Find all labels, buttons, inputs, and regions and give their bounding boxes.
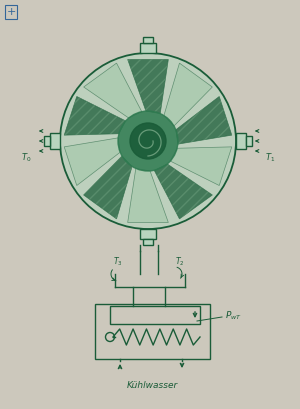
Polygon shape [84,156,132,219]
Polygon shape [128,59,168,114]
Circle shape [118,111,178,171]
Text: $T_0$: $T_0$ [21,152,31,164]
Text: $T_2$: $T_2$ [175,255,185,267]
Polygon shape [50,133,60,149]
Polygon shape [64,138,120,186]
Polygon shape [164,63,212,126]
Polygon shape [84,63,142,118]
Polygon shape [176,97,232,144]
Polygon shape [128,169,168,222]
Text: Kühlwasser: Kühlwasser [126,381,178,390]
Polygon shape [140,43,156,53]
Polygon shape [143,239,153,245]
Polygon shape [64,97,126,135]
Text: +: + [6,7,16,17]
Polygon shape [236,133,246,149]
Text: $P_{wT}$: $P_{wT}$ [225,310,242,322]
Polygon shape [143,37,153,43]
Polygon shape [44,136,50,146]
Circle shape [130,123,166,159]
Text: $T_1$: $T_1$ [265,152,275,164]
Polygon shape [154,164,212,219]
Polygon shape [170,147,232,186]
Text: $T_3$: $T_3$ [113,255,123,267]
Polygon shape [140,229,156,239]
Circle shape [60,53,236,229]
Polygon shape [246,136,252,146]
